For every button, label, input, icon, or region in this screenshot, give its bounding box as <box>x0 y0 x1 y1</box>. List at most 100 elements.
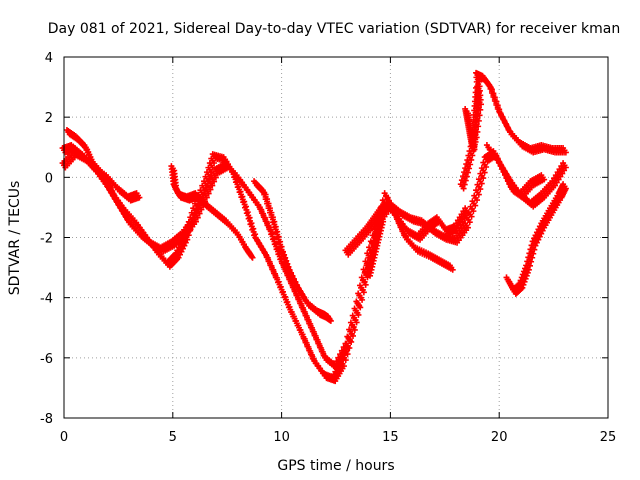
data-point <box>464 224 471 231</box>
data-point <box>194 205 201 212</box>
data-point <box>362 281 369 288</box>
data-point <box>355 311 362 318</box>
data-point <box>555 176 562 183</box>
data-point <box>477 186 484 193</box>
data-point <box>191 214 198 221</box>
data-point <box>346 345 353 351</box>
series-F <box>342 199 471 258</box>
chart-title: Day 081 of 2021, Sidereal Day-to-day VTE… <box>48 21 620 37</box>
data-point <box>529 254 536 261</box>
data-point <box>209 164 216 171</box>
data-point <box>212 174 219 181</box>
data-point <box>475 89 482 96</box>
data-point <box>457 221 464 228</box>
y-tick-label: 2 <box>45 111 53 126</box>
data-point <box>472 202 479 209</box>
data-point <box>538 230 545 237</box>
data-point <box>526 262 533 269</box>
data-point <box>461 215 468 222</box>
data-point <box>539 227 546 234</box>
x-tick-label: 20 <box>491 430 508 445</box>
data-point <box>200 191 207 198</box>
data-point <box>202 187 209 194</box>
data-point <box>461 181 468 188</box>
x-tick-label: 0 <box>60 430 68 445</box>
data-point <box>182 239 189 246</box>
data-point <box>249 254 256 261</box>
x-axis-label: GPS time / hours <box>277 458 394 474</box>
data-point <box>342 357 349 364</box>
data-point <box>349 332 356 339</box>
data-point <box>532 242 539 249</box>
data-point <box>533 239 540 246</box>
data-point <box>561 167 568 174</box>
data-point <box>463 212 470 219</box>
y-tick-label: -8 <box>40 412 53 427</box>
data-point <box>467 161 474 168</box>
series-E <box>251 178 334 324</box>
series-K <box>364 214 387 279</box>
data-point <box>470 208 477 215</box>
data-point <box>360 289 367 296</box>
data-point <box>466 165 473 172</box>
data-point <box>468 156 475 163</box>
series-H <box>483 142 569 210</box>
data-point <box>535 236 542 243</box>
data-point <box>483 163 490 170</box>
data-point <box>181 242 188 249</box>
data-point <box>208 169 215 176</box>
data-point <box>205 190 212 197</box>
y-tick-label: -6 <box>40 352 53 367</box>
data-point <box>475 191 482 198</box>
data-point <box>449 266 456 273</box>
data-point <box>187 227 194 234</box>
data-point <box>207 186 214 193</box>
data-point <box>357 304 364 311</box>
data-point <box>523 272 530 279</box>
series-I <box>503 181 569 297</box>
data-point <box>459 218 466 225</box>
data-point <box>464 169 471 176</box>
data-point <box>462 177 469 184</box>
x-tick-label: 10 <box>273 430 290 445</box>
data-point <box>525 266 532 273</box>
data-point <box>472 131 479 138</box>
data-point <box>466 219 473 226</box>
data-point <box>531 246 538 253</box>
data-point <box>463 173 470 180</box>
data-point <box>520 281 527 288</box>
axis-ticks: 0 5 10 15 20 25 -8 -6 -4 -2 0 2 4 <box>40 51 616 445</box>
series-D <box>168 163 256 261</box>
series-C <box>59 142 143 204</box>
data-point <box>353 319 360 326</box>
data-point <box>519 284 526 291</box>
data-point <box>351 326 358 333</box>
data-point <box>179 245 186 252</box>
data-point <box>198 206 205 213</box>
data-point <box>473 121 480 128</box>
data-point <box>478 180 485 187</box>
data-point <box>559 170 566 177</box>
data-point <box>562 149 569 156</box>
data-point <box>541 176 548 183</box>
data-point <box>136 194 143 201</box>
data-point <box>203 182 210 189</box>
data-point <box>209 182 216 189</box>
y-tick-label: -2 <box>40 232 53 247</box>
y-tick-label: -4 <box>40 292 53 307</box>
data-point <box>184 236 191 243</box>
data-point <box>521 278 528 285</box>
data-point <box>175 254 182 261</box>
data-point <box>188 223 195 230</box>
data-point <box>471 141 478 148</box>
data-point <box>177 251 184 258</box>
data-point <box>464 209 471 216</box>
data-point <box>528 258 535 265</box>
data-point <box>524 269 531 276</box>
data-point <box>205 178 212 185</box>
data-point <box>206 173 213 180</box>
data-point <box>536 233 543 240</box>
data-point <box>472 126 479 133</box>
